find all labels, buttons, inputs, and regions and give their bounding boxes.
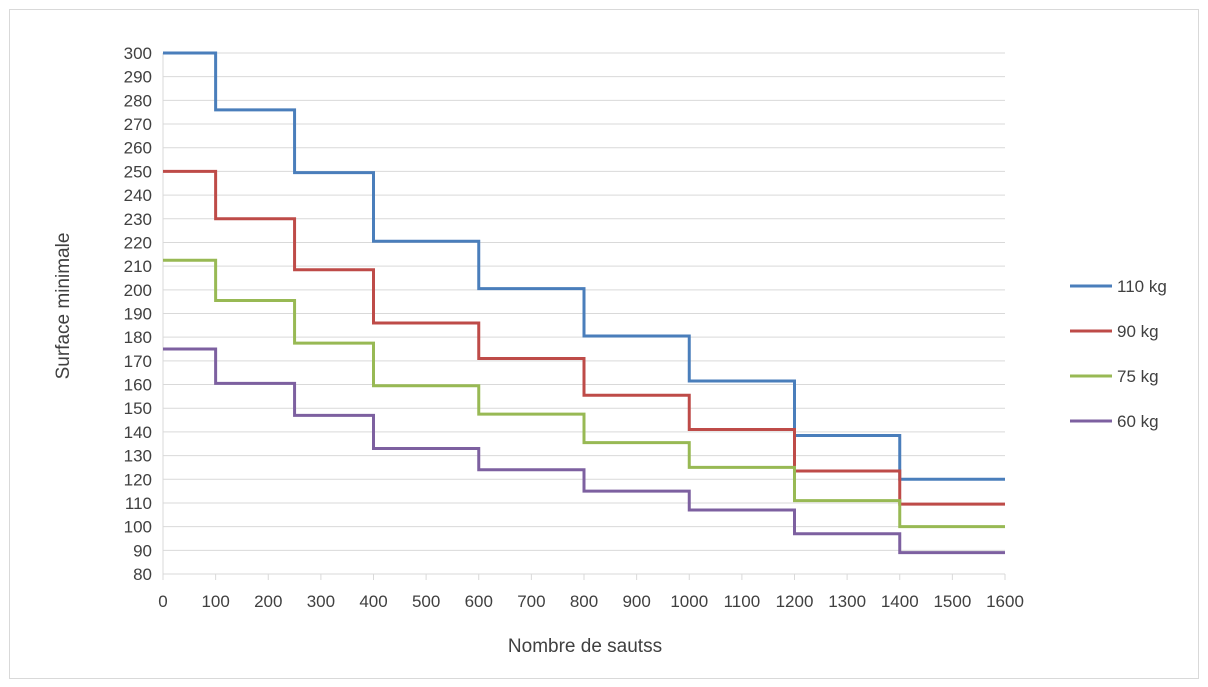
y-tick-label: 240 bbox=[124, 186, 152, 205]
x-tick-label: 500 bbox=[412, 592, 440, 611]
legend-label: 60 kg bbox=[1117, 412, 1159, 431]
x-tick-label: 200 bbox=[254, 592, 282, 611]
y-tick-label: 100 bbox=[124, 518, 152, 537]
series-line-60-kg bbox=[163, 347, 1005, 555]
x-tick-label: 1100 bbox=[724, 592, 761, 611]
x-tick-label: 700 bbox=[517, 592, 545, 611]
x-tick-label: 800 bbox=[570, 592, 598, 611]
y-axis-title: Surface minimale bbox=[53, 233, 74, 380]
y-tick-label: 200 bbox=[124, 281, 152, 300]
y-tick-label: 140 bbox=[124, 423, 152, 442]
y-tick-label: 250 bbox=[124, 162, 152, 181]
y-tick-label: 190 bbox=[124, 305, 152, 324]
y-tick-label: 110 bbox=[125, 494, 152, 513]
x-tick-label: 1500 bbox=[933, 592, 971, 611]
x-tick-label: 1400 bbox=[881, 592, 919, 611]
x-tick-label: 0 bbox=[158, 592, 167, 611]
legend: 110 kg 90 kg 75 kg 60 kg bbox=[1070, 277, 1167, 431]
series-lines bbox=[163, 51, 1005, 555]
series-line-75-kg bbox=[163, 258, 1005, 529]
x-tick-label: 1600 bbox=[986, 592, 1024, 611]
x-tick-label: 1000 bbox=[670, 592, 708, 611]
legend-label: 90 kg bbox=[1117, 322, 1159, 341]
y-tick-label: 130 bbox=[124, 447, 152, 466]
y-tick-label: 170 bbox=[124, 352, 152, 371]
y-tick-label: 150 bbox=[124, 399, 152, 418]
legend-label: 75 kg bbox=[1117, 367, 1159, 386]
legend-label: 110 kg bbox=[1117, 277, 1167, 296]
x-tick-label: 1200 bbox=[776, 592, 814, 611]
y-tick-label: 260 bbox=[124, 139, 152, 158]
y-tick-label: 270 bbox=[124, 115, 152, 134]
series-line-110-kg bbox=[163, 51, 1005, 481]
y-tick-label: 290 bbox=[124, 68, 152, 87]
chart-frame bbox=[9, 9, 1199, 679]
y-tick-label: 220 bbox=[124, 233, 152, 252]
x-tick-label: 900 bbox=[622, 592, 650, 611]
x-axis-title: Nombre de sautss bbox=[508, 636, 662, 657]
y-tick-label: 210 bbox=[124, 257, 152, 276]
y-tick-label: 230 bbox=[124, 210, 152, 229]
x-tick-label: 600 bbox=[465, 592, 493, 611]
x-tick-label: 300 bbox=[307, 592, 335, 611]
y-tick-label: 160 bbox=[124, 376, 152, 395]
x-tick-label: 100 bbox=[201, 592, 229, 611]
y-tick-label: 120 bbox=[124, 470, 152, 489]
y-tick-label: 90 bbox=[133, 541, 152, 560]
y-tick-label: 280 bbox=[124, 91, 152, 110]
x-tick-label: 400 bbox=[359, 592, 387, 611]
series-line-90-kg bbox=[163, 169, 1005, 506]
y-tick-label: 300 bbox=[124, 44, 152, 63]
y-tick-label: 80 bbox=[133, 565, 152, 584]
axes: 80 90 100 110 120 130 140 150 160 170 180 190 200 210… bbox=[124, 44, 1024, 611]
y-tick-label: 180 bbox=[124, 328, 152, 347]
x-tick-label: 1300 bbox=[828, 592, 866, 611]
